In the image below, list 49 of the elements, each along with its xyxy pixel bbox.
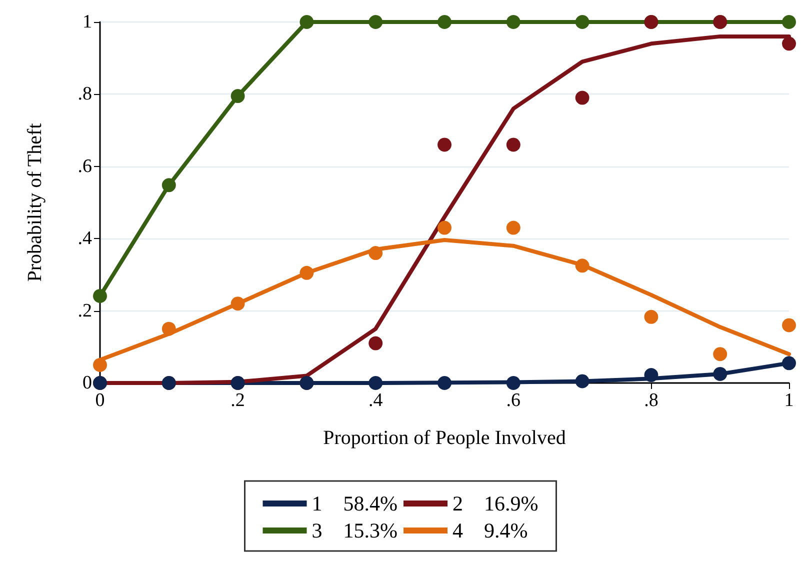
point (782, 356, 796, 370)
point (575, 15, 590, 29)
point (506, 15, 520, 29)
point (162, 178, 176, 192)
point (782, 318, 796, 332)
point (506, 220, 520, 235)
y-tick-label: 0 (82, 372, 92, 394)
point (300, 266, 314, 280)
y-tick-label: 1 (82, 12, 92, 32)
point (368, 246, 383, 260)
y-axis-title: Probability of Theft (24, 122, 46, 282)
y-tick-label: .8 (78, 84, 92, 105)
legend-label: 1 58.4% (312, 492, 398, 516)
legend-label: 4 9.4% (452, 518, 528, 542)
legend-label: 3 15.3% (312, 518, 398, 542)
x-tick-label: .6 (506, 390, 521, 411)
point (575, 90, 590, 105)
point (438, 138, 452, 152)
point (368, 336, 383, 350)
point (575, 258, 590, 273)
point (713, 366, 728, 381)
point (506, 138, 520, 152)
point (438, 220, 452, 235)
x-tick-label: .8 (644, 390, 658, 411)
point (506, 376, 520, 390)
point (438, 376, 452, 390)
point (644, 310, 658, 324)
point (782, 15, 796, 29)
y-tick-label: .2 (78, 300, 92, 322)
x-tick-label: .2 (230, 390, 245, 411)
point (93, 358, 107, 372)
point (438, 15, 452, 29)
point (644, 368, 658, 382)
legend-label: 2 16.9% (452, 492, 538, 516)
point (713, 347, 728, 362)
point (368, 15, 383, 29)
point (782, 36, 796, 51)
x-tick-label: .4 (368, 390, 384, 411)
point (368, 376, 383, 390)
point (230, 89, 245, 103)
y-tick-label: .4 (78, 228, 92, 250)
x-tick-label: 1 (784, 390, 794, 411)
point (575, 374, 590, 388)
point (93, 289, 107, 303)
point (300, 15, 314, 29)
x-axis-title: Proportion of People Involved (323, 427, 566, 449)
point (230, 296, 245, 311)
y-tick-label: .6 (78, 156, 92, 177)
point (162, 322, 176, 336)
